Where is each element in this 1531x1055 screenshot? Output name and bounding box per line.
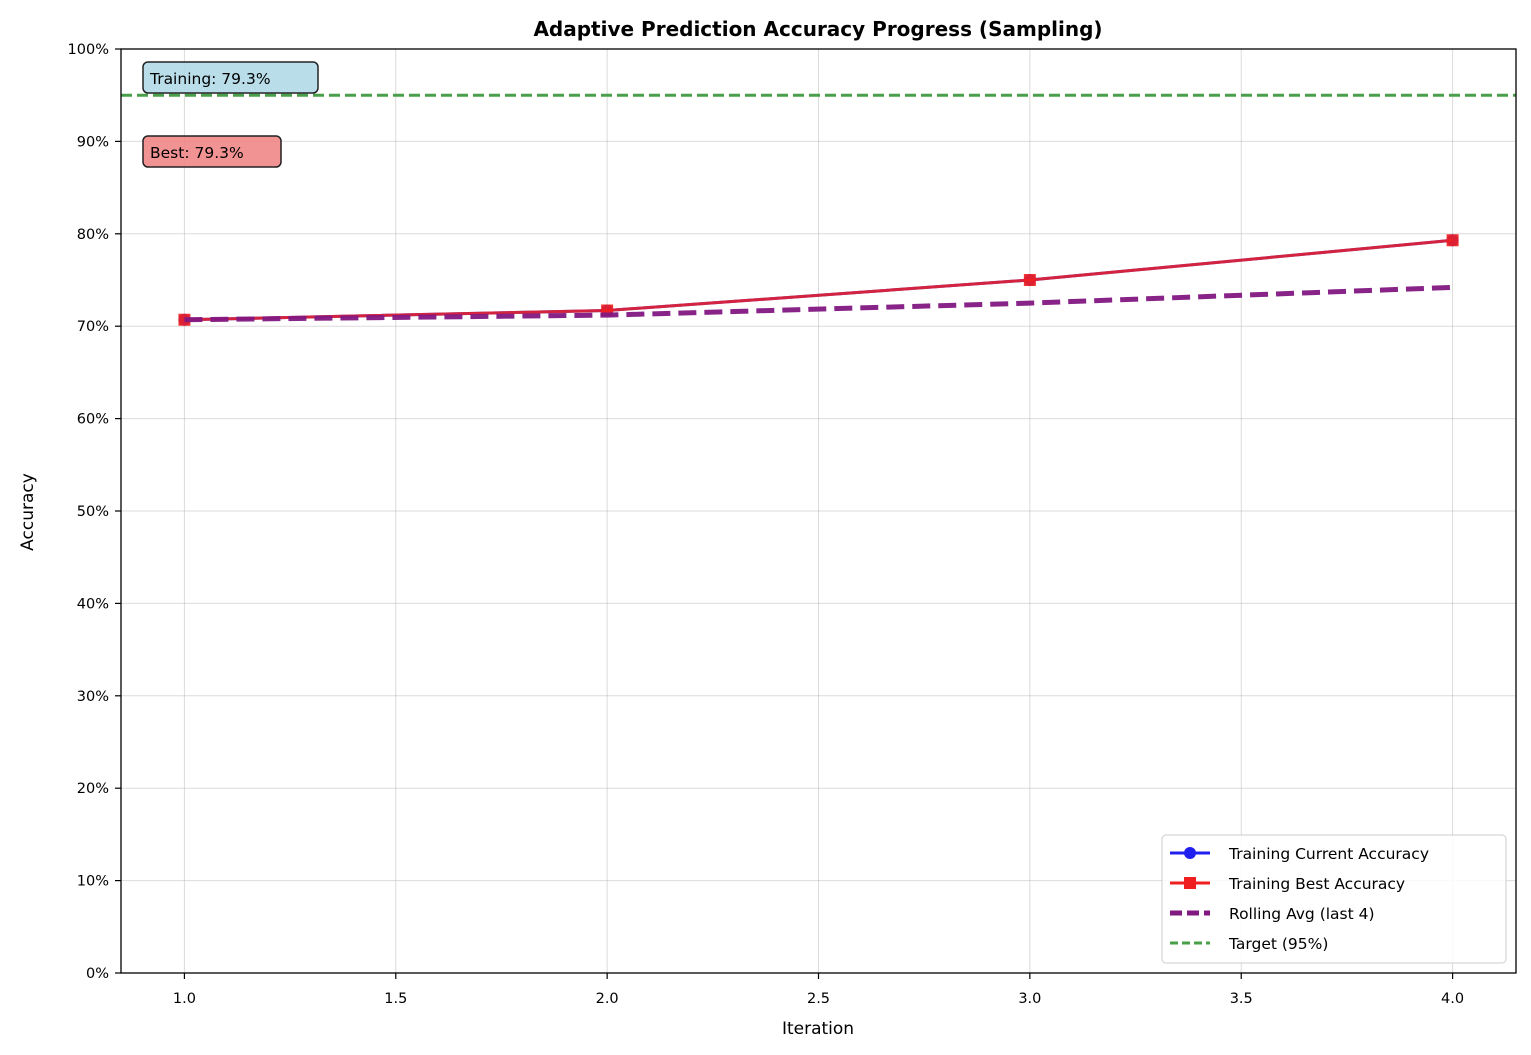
x-tick-label-4: 3.0 <box>1018 991 1041 1007</box>
annotations: Training: 79.3% Best: 79.3% <box>142 61 319 168</box>
y-tick-label-0: 0% <box>86 966 109 982</box>
annotation-text-1: Best: 79.3% <box>150 144 244 162</box>
x-axis-label: Iteration <box>782 1019 854 1039</box>
y-tick-label-3: 30% <box>77 689 109 705</box>
y-tick-label-8: 80% <box>77 227 109 243</box>
annotation-box-1 <box>142 135 282 168</box>
legend-box <box>1161 834 1507 964</box>
annotation-text-0: Training: 79.3% <box>149 70 271 88</box>
x-tick-label-5: 3.5 <box>1230 991 1253 1007</box>
y-tick-label-5: 50% <box>77 504 109 520</box>
y-tick-label-2: 20% <box>77 781 109 797</box>
legend-label-3: Target (95%) <box>1228 935 1328 953</box>
legend-marker-1 <box>1184 877 1196 889</box>
x-tick-label-0: 1.0 <box>173 991 196 1007</box>
x-tick-label-6: 4.0 <box>1441 991 1464 1007</box>
x-tick-label-2: 2.0 <box>596 991 619 1007</box>
legend-label-1: Training Best Accuracy <box>1228 875 1405 893</box>
series-line-2 <box>184 284 1453 323</box>
y-axis-label: Accuracy <box>18 473 38 551</box>
series-1-point-3 <box>1446 234 1459 247</box>
y-tick-label-4: 40% <box>77 596 109 612</box>
annotation-box-0 <box>142 61 319 94</box>
x-tick-label-3: 2.5 <box>807 991 830 1007</box>
y-tick-label-1: 10% <box>77 874 109 890</box>
grid-lines <box>121 48 1516 974</box>
y-tick-label-9: 90% <box>77 134 109 150</box>
x-tick-label-1: 1.5 <box>384 991 407 1007</box>
y-axis-ticks: 0% 10% 20% 30% 40% 50% 60% 70% 80% 90% 100% <box>68 42 121 982</box>
chart-title: Adaptive Prediction Accuracy Progress (S… <box>533 17 1102 41</box>
series-1-point-2 <box>1023 274 1036 286</box>
legend-label-2: Rolling Avg (last 4) <box>1229 905 1375 923</box>
legend-marker-0 <box>1184 847 1196 859</box>
legend: Training Current Accuracy Training Best A… <box>1161 834 1507 964</box>
y-tick-label-6: 60% <box>77 412 109 428</box>
y-tick-label-10: 100% <box>68 42 109 58</box>
y-tick-label-7: 70% <box>77 319 109 335</box>
x-axis-ticks: 1.0 1.5 2.0 2.5 3.0 3.5 4.0 <box>173 973 1464 1007</box>
legend-label-0: Training Current Accuracy <box>1228 845 1429 863</box>
data-series <box>178 234 1459 326</box>
